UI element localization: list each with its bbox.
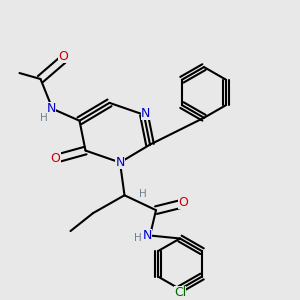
Text: H: H [134, 233, 142, 244]
Text: O: O [178, 196, 188, 209]
Text: N: N [46, 102, 56, 115]
Text: H: H [40, 113, 47, 123]
Text: N: N [115, 156, 125, 169]
Text: O: O [58, 50, 68, 63]
Text: Cl: Cl [174, 286, 186, 299]
Text: H: H [139, 189, 146, 199]
Text: O: O [51, 152, 60, 164]
Text: N: N [141, 107, 150, 120]
Text: N: N [142, 229, 152, 242]
